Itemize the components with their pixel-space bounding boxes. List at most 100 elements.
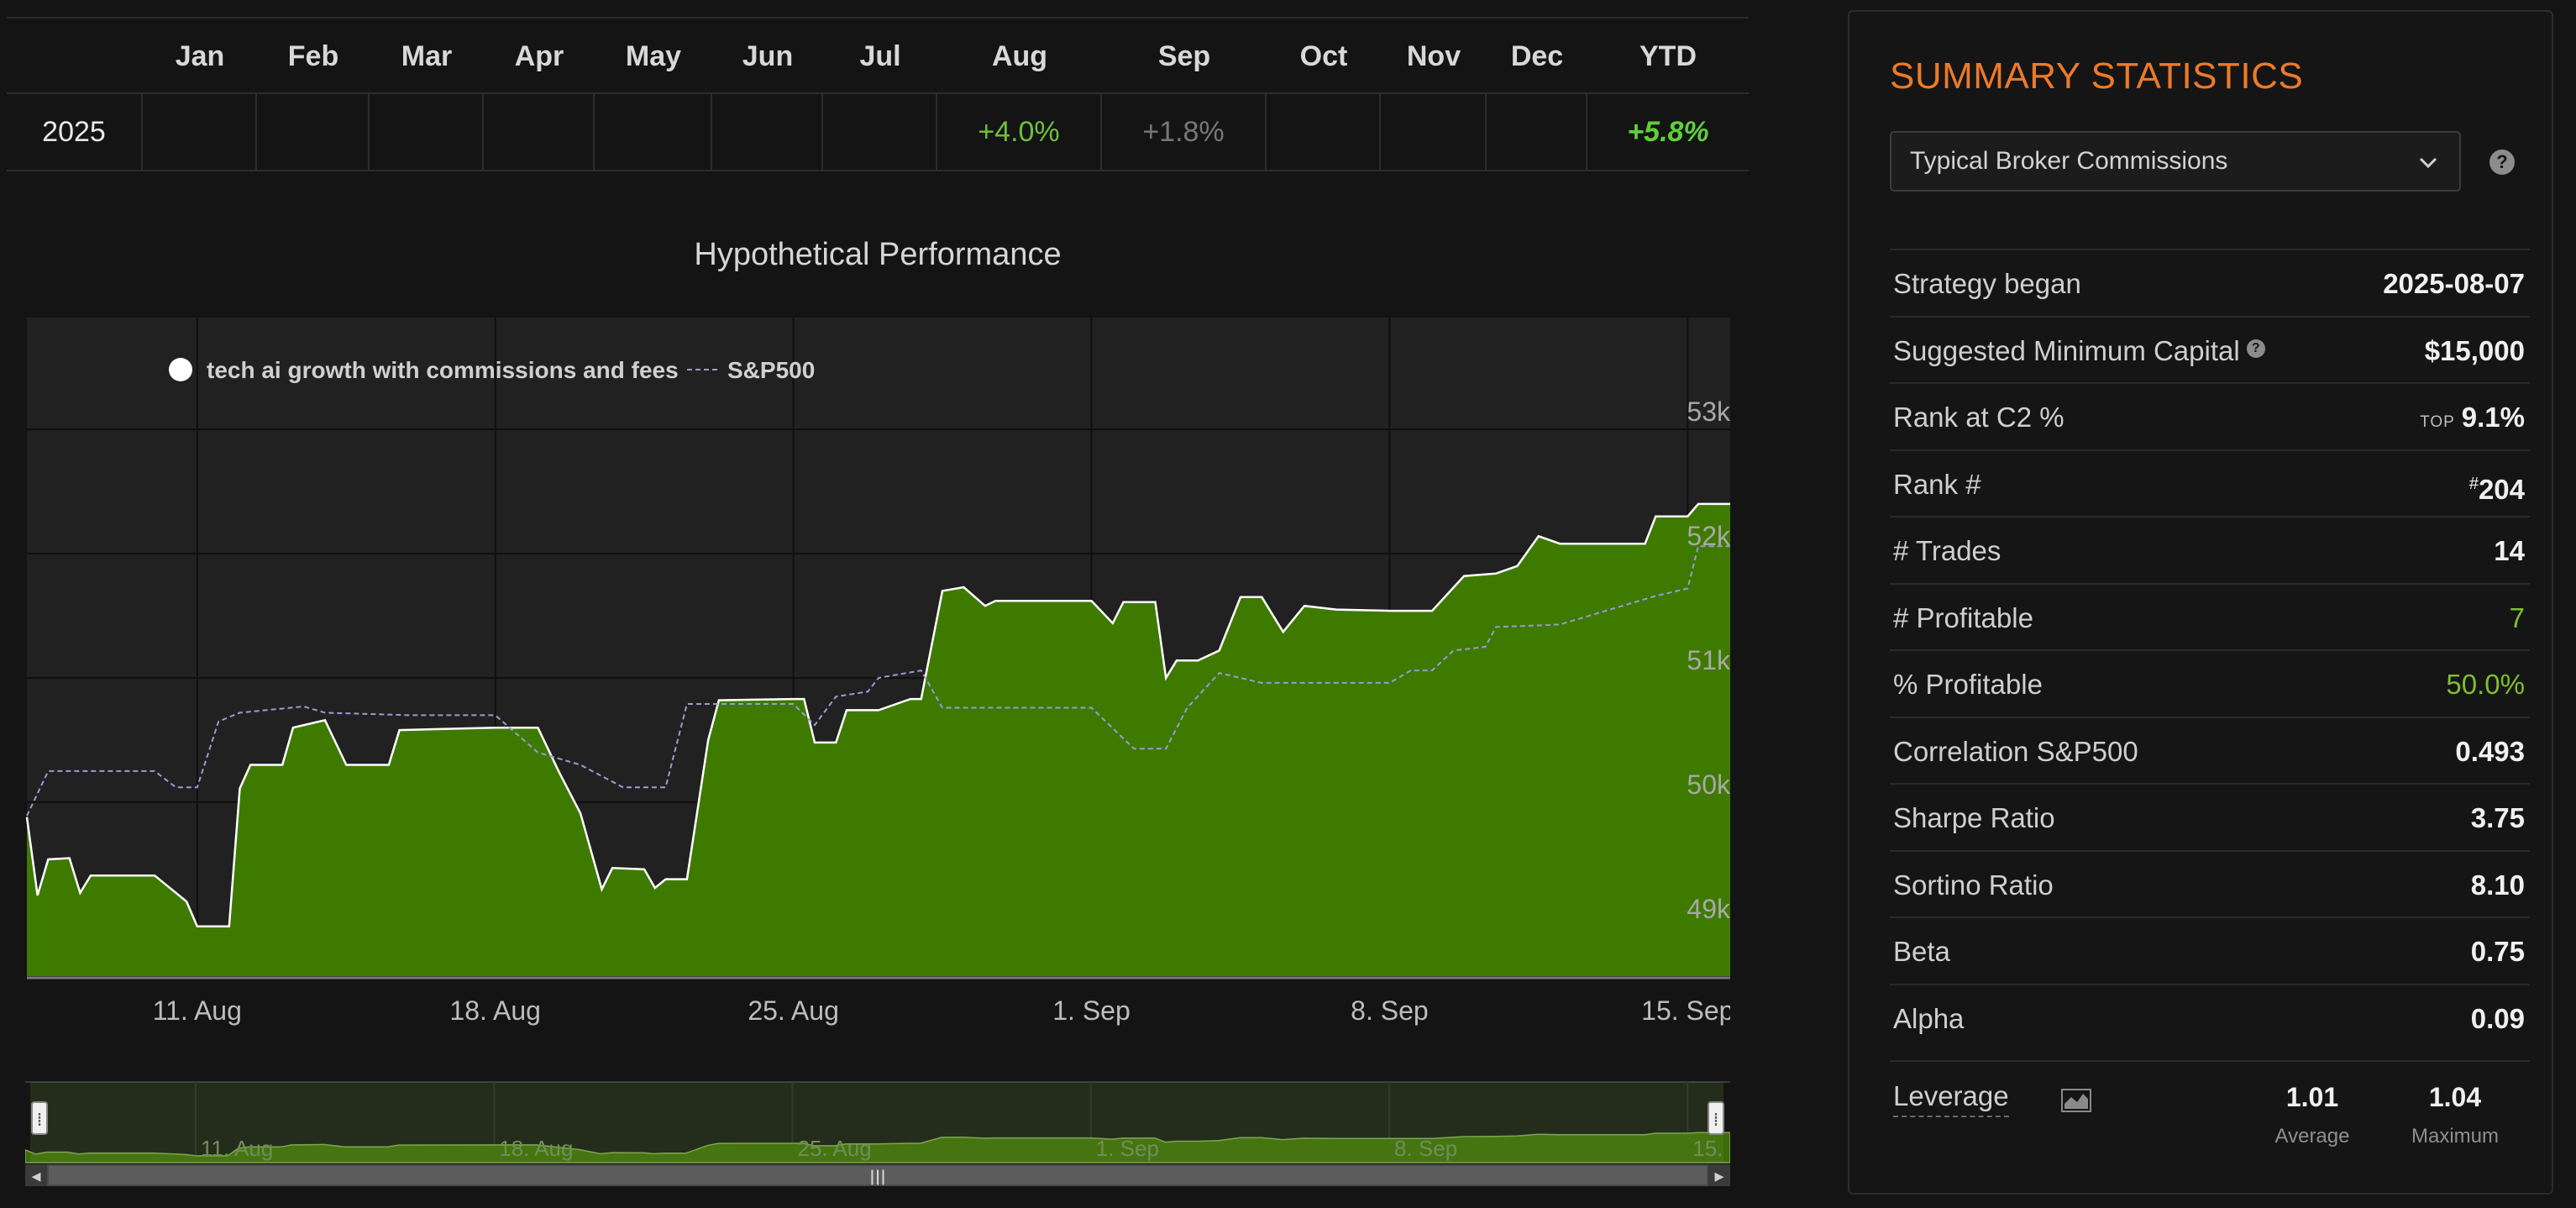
returns-header-may: May [625, 40, 682, 72]
navigator-scrollbar-thumb[interactable] [49, 1166, 1707, 1184]
y-tick-label: 50k [1687, 769, 1730, 800]
help-icon[interactable]: ? [2246, 339, 2265, 358]
performance-chart[interactable]: 49k 50k 51k 52k 53k 11. Aug 18. Aug 25. Aug 1. S… [25, 318, 1730, 1057]
stat-label: Rank at C2 % [1893, 384, 2064, 450]
navigator-area [25, 1132, 1730, 1163]
returns-cell-sep: +1.8% [1102, 94, 1267, 170]
leverage-maximum-label: Maximum [2411, 1125, 2499, 1148]
navigator-handle-grip: ⁞ [1713, 1110, 1719, 1131]
stat-value: 50.0% [2446, 651, 2525, 717]
stat-value-text: 14 [2494, 535, 2525, 566]
stat-row-sortino-ratio: Sortino Ratio 8.10 [1890, 849, 2530, 918]
stat-label-text: # Profitable [1893, 601, 2033, 633]
sp500-line [26, 545, 1730, 817]
rank-prefix: TOP [2420, 413, 2455, 431]
commission-select-value: Typical Broker Commissions [1910, 147, 2228, 175]
scroll-left-button[interactable] [25, 1164, 47, 1186]
navigator-selection[interactable] [30, 1082, 1723, 1163]
stat-label: Sharpe Ratio [1893, 785, 2055, 851]
arrow-right-icon: ▸ [1714, 1166, 1723, 1187]
y-tick-label: 53k [1687, 397, 1730, 427]
returns-cell-feb [257, 94, 370, 170]
returns-header-jun: Jun [742, 40, 794, 72]
chevron-down-icon [2419, 157, 2437, 169]
returns-cell-dec [1487, 94, 1587, 170]
returns-cell-jan [143, 94, 257, 170]
stat-value: 2025-08-07 [2383, 250, 2525, 317]
stat-label: Alpha [1893, 985, 1964, 1052]
area-chart-icon[interactable] [2061, 1089, 2091, 1112]
stat-row-correlation-s-p500: Correlation S&P500 0.493 [1890, 716, 2530, 785]
chart-legend[interactable]: tech ai growth with commissions and fees… [169, 357, 815, 383]
stat-value-text: 2025-08-07 [2383, 268, 2525, 299]
navigator-tick-label: 11. Aug [201, 1136, 273, 1161]
leverage-label[interactable]: Leverage [1893, 1080, 2009, 1117]
stat-row-profitable: % Profitable 50.0% [1890, 649, 2530, 716]
returns-header-mar: Mar [401, 40, 453, 72]
stat-value-text: 204 [2478, 473, 2525, 505]
navigator-tick-label: 8. Sep [1394, 1136, 1457, 1161]
stat-label: Sortino Ratio [1893, 852, 2054, 918]
stat-row-alpha: Alpha 0.09 [1890, 983, 2530, 1052]
strategy-area [27, 503, 1730, 976]
stat-value: 3.75 [2471, 785, 2525, 851]
x-tick-label: 11. Aug [153, 995, 242, 1026]
returns-header-ytd: YTD [1640, 40, 1697, 72]
stat-row-profitable: # Profitable 7 [1890, 582, 2530, 649]
returns-cell-may [595, 94, 712, 170]
stat-row-rank-at-c2: Rank at C2 % TOP 9.1% [1890, 382, 2530, 449]
x-tick-label: 25. Aug [748, 995, 839, 1026]
stat-row-suggested-minimum-capital: Suggested Minimum Capital? $15,000 [1890, 315, 2530, 384]
navigator-handle-right[interactable] [1708, 1101, 1724, 1135]
stat-label-text: Alpha [1893, 1002, 1965, 1034]
returns-header-dec: Dec [1510, 40, 1564, 72]
returns-header-feb: Feb [287, 40, 339, 72]
stat-value-text: 0.493 [2455, 735, 2525, 767]
returns-header-nov: Nov [1406, 40, 1461, 72]
chart-navigator[interactable]: 11. Aug 18. Aug 25. Aug 1. Sep 8. Sep 15. Sep… [25, 1077, 1730, 1191]
stat-label-text: # Trades [1893, 535, 2002, 566]
returns-header-oct: Oct [1299, 40, 1348, 72]
legend-label-sp500[interactable]: S&P500 [727, 357, 815, 383]
x-tick-label: 15. Sep [1641, 995, 1730, 1026]
returns-header-jul: Jul [859, 40, 901, 72]
strategy-line [25, 502, 1730, 928]
stat-label: % Profitable [1893, 651, 2043, 717]
scroll-right-button[interactable] [1708, 1164, 1730, 1186]
stat-label: Rank # [1893, 451, 1981, 517]
stat-value: TOP 9.1% [2420, 384, 2525, 455]
stat-row-strategy-began: Strategy began 2025-08-07 [1890, 249, 2530, 315]
returns-header-sep: Sep [1157, 40, 1211, 72]
stat-label-text: % Profitable [1893, 669, 2043, 700]
stat-value-text: 9.1% [2461, 402, 2525, 433]
commission-select[interactable]: Typical Broker Commissions [1890, 131, 2461, 192]
stat-value: 14 [2494, 517, 2525, 584]
stat-value: $15,000 [2425, 318, 2525, 384]
stat-value-text: 0.09 [2470, 1002, 2525, 1034]
rank-hash: # [2468, 474, 2479, 493]
navigator-handle-left[interactable] [31, 1101, 48, 1135]
stat-row-leverage: Leverage 1.01 Average 1.04 Maximum [1890, 1060, 2530, 1169]
navigator-tick-label: 25. Aug [798, 1136, 872, 1161]
legend-label-strategy[interactable]: tech ai growth with commissions and fees [207, 357, 679, 383]
stat-row-trades: # Trades 14 [1890, 516, 2530, 582]
stat-value-text: 0.75 [2470, 936, 2525, 967]
returns-cell-apr [484, 94, 595, 170]
returns-year: 2025 [7, 94, 143, 170]
legend-marker-strategy [169, 358, 192, 381]
stat-value: #204 [2469, 451, 2525, 523]
help-icon[interactable]: ? [2489, 150, 2515, 175]
returns-cell-jul [823, 94, 937, 170]
stat-row-rank: Rank # #204 [1890, 449, 2530, 516]
summary-statistics-panel: SUMMARY STATISTICS Typical Broker Commis… [1848, 10, 2553, 1195]
y-tick-label: 52k [1687, 521, 1730, 551]
navigator-tick-label: 1. Sep [1096, 1136, 1159, 1161]
stat-value: 0.493 [2455, 718, 2525, 785]
stat-row-beta: Beta 0.75 [1890, 917, 2530, 983]
stat-value: 8.10 [2471, 852, 2525, 918]
returns-cell-jun [712, 94, 823, 170]
navigator-tick-label: 18. Aug [499, 1136, 573, 1161]
stat-label: Correlation S&P500 [1893, 718, 2138, 785]
leverage-maximum: 1.04 Maximum [2392, 1082, 2518, 1148]
stat-label-text: Sortino Ratio [1893, 869, 2054, 901]
